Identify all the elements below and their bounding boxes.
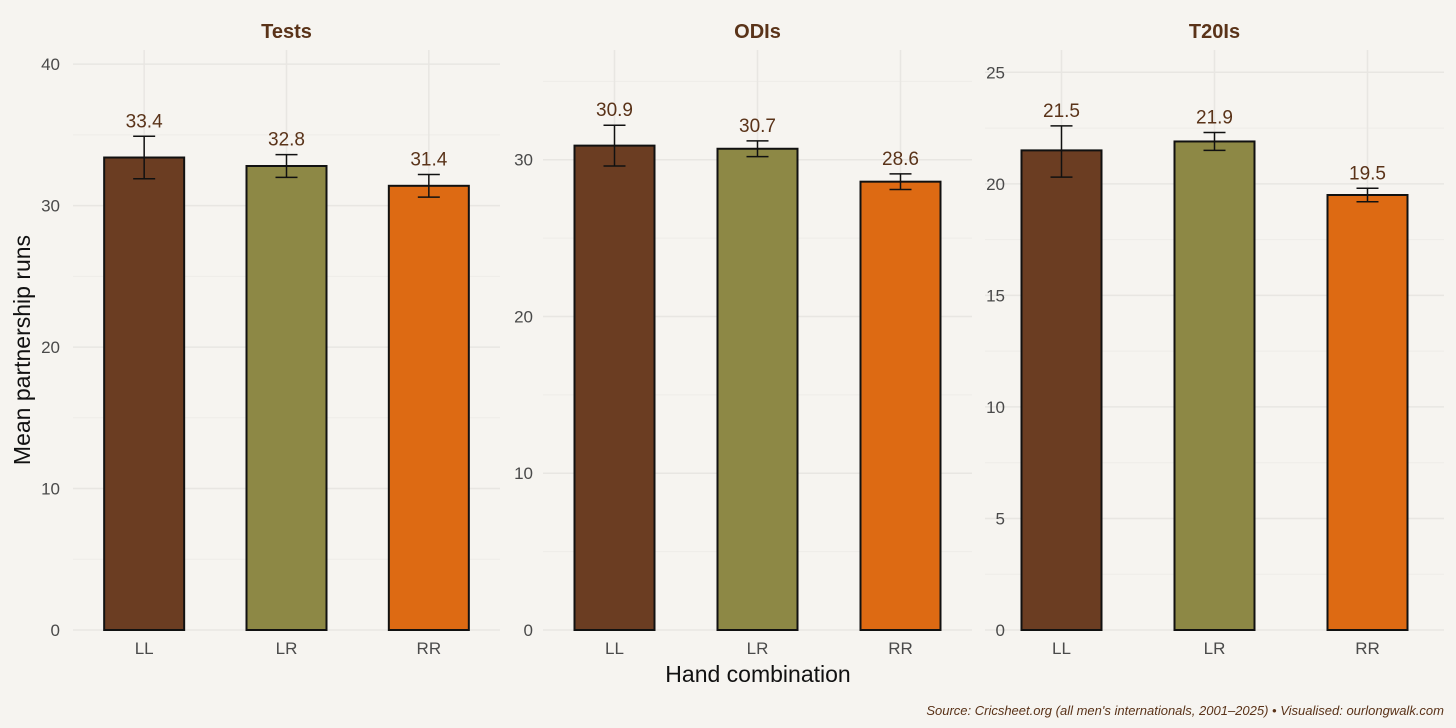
bar-lr [1173,140,1256,631]
x-tick-label: LR [747,639,769,658]
value-label: 21.9 [1196,108,1233,129]
facet-t20is: 0 5 10 15 20 25 T20Is 21.5 LL 21.9 LR 19.5 RR [985,21,1444,658]
x-tick-label: RR [1355,639,1380,658]
y-tick-label: 20 [514,307,533,326]
bar-rr [859,180,942,631]
y-tick-label: 20 [986,175,1005,194]
x-tick-label: RR [888,639,913,658]
x-tick-label: LL [605,639,624,658]
bar-ll [1020,149,1103,631]
y-tick-label: 5 [996,509,1005,528]
facet-title: Tests [261,21,312,43]
bar-lr [716,147,799,632]
bar-ll [103,156,186,631]
y-tick-label: 15 [986,286,1005,305]
y-tick-label: 20 [41,338,60,357]
y-tick-label: 10 [986,398,1005,417]
bar-lr [245,165,328,631]
bar-ll [573,144,656,632]
value-label: 30.7 [739,116,776,137]
value-label: 30.9 [596,100,633,121]
y-tick-label: 0 [996,621,1005,640]
y-tick-label: 30 [514,151,533,170]
bar-rr [1326,194,1409,631]
y-tick-label: 10 [41,480,60,499]
facet-tests: 0 10 20 30 40 Tests 33.4 LL 32.8 LR 31.4 RR [41,21,500,658]
y-tick-label: 25 [986,63,1005,82]
y-tick-label: 10 [514,464,533,483]
y-axis-title: Mean partnership runs [9,235,35,465]
x-tick-label: LL [135,639,154,658]
value-label: 33.4 [126,111,163,132]
facet-odis: 0 10 20 30 ODIs 30.9 LL 30.7 LR 28.6 RR [514,21,972,658]
value-label: 19.5 [1349,163,1386,184]
x-tick-label: LL [1052,639,1071,658]
value-label: 32.8 [268,130,305,151]
y-tick-label: 40 [41,55,60,74]
y-tick-label: 30 [41,197,60,216]
x-tick-label: LR [1204,639,1226,658]
x-tick-label: RR [417,639,442,658]
y-tick-label: 0 [524,621,533,640]
facet-title: ODIs [734,21,781,43]
x-axis-title: Hand combination [665,661,850,687]
bar-rr [387,184,470,631]
source-caption: Source: Cricsheet.org (all men's interna… [926,703,1444,718]
value-label: 28.6 [882,149,919,170]
y-tick-label: 0 [51,621,60,640]
value-label: 31.4 [410,149,447,170]
value-label: 21.5 [1043,101,1080,122]
x-tick-label: LR [276,639,298,658]
facet-title: T20Is [1189,21,1240,43]
